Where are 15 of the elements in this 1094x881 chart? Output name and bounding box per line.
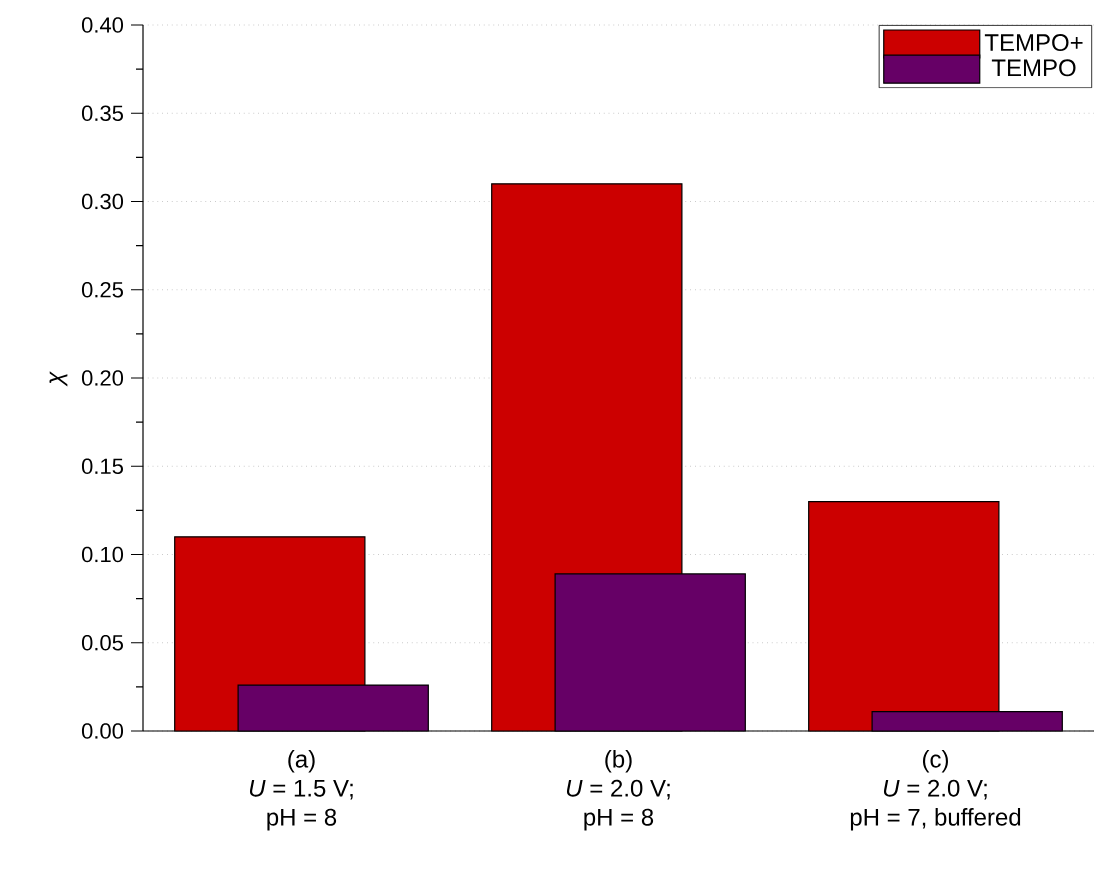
y-tick-label: 0.00 [81,723,124,739]
y-tick-label: 0.40 [81,17,124,33]
legend-label: TEMPO+ [984,34,1083,52]
y-tick-label: 0.05 [81,634,123,651]
legend-label: TEMPO [991,59,1076,77]
x-tick-label: (a) U = 1.5 V; pH = 8 [249,750,353,831]
x-tick-label: (b) U = 2.0 V; pH = 8 [566,750,670,831]
y-tick-label: 0.35 [81,105,123,122]
y-tick-label: 0.15 [81,458,123,475]
y-axis-title: χ [49,371,68,387]
y-tick-label: 0.25 [81,281,123,298]
y-tick-label: 0.30 [81,193,124,210]
y-tick-label: 0.10 [81,546,124,563]
x-tick-label: (c) U = 2.0 V; pH = 7, buffered [850,750,1021,831]
y-tick-label: 0.20 [81,370,124,386]
